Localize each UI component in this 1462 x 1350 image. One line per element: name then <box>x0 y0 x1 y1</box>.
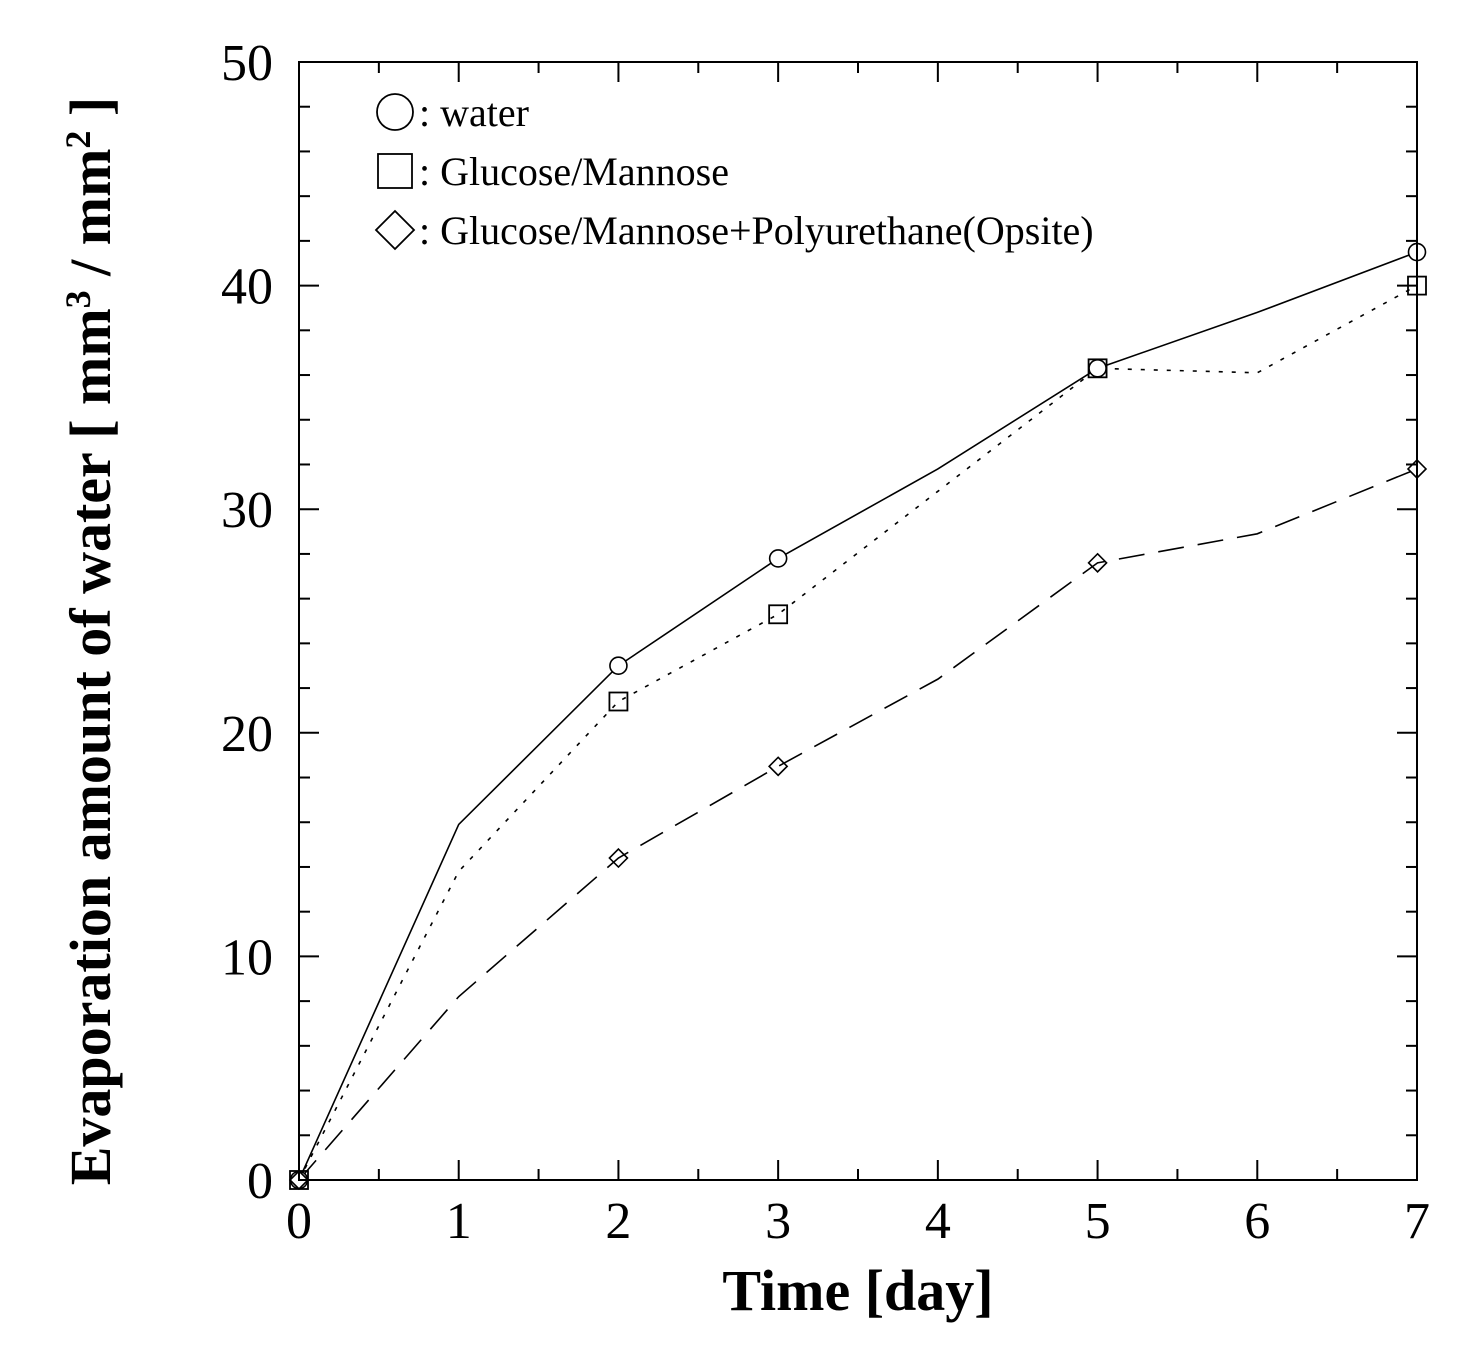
y-axis-title: Evaporation amount of water [ mm3 / mm2 … <box>58 97 123 1186</box>
series-markers <box>288 242 1428 1191</box>
y-axis-title-end: ] <box>58 97 123 131</box>
y-tick-label: 0 <box>247 1153 273 1210</box>
legend-circle-icon <box>376 93 414 131</box>
x-tick-label: 6 <box>1244 1193 1270 1250</box>
tick-marks <box>298 61 1418 1181</box>
x-tick-label: 2 <box>605 1193 631 1250</box>
legend-label-2: : Glucose/Mannose <box>419 149 729 194</box>
y-axis-title-mid: / mm <box>58 149 123 291</box>
data-point-circle <box>768 549 788 568</box>
data-point-circle <box>609 656 628 676</box>
series-lines <box>298 251 1418 1181</box>
y-tick-labels: 0 10 20 30 40 50 <box>221 35 273 1210</box>
data-point-diamond <box>608 847 629 869</box>
data-point-diamond <box>1087 552 1108 573</box>
y-axis-title-sup2: 2 <box>58 131 98 149</box>
series-line-2 <box>298 284 1418 1181</box>
x-tick-label: 3 <box>765 1193 791 1250</box>
x-tick-label: 4 <box>925 1193 951 1250</box>
data-point-square <box>608 691 629 712</box>
y-axis-title-main: Evaporation amount of water [ mm <box>58 308 123 1185</box>
data-point-diamond <box>768 756 789 777</box>
legend: : water : Glucose/Mannose : Glucose/Mannos… <box>374 90 1094 253</box>
x-axis-title: Time [day] <box>722 1258 993 1323</box>
x-tick-label: 5 <box>1085 1193 1111 1250</box>
x-tick-label: 1 <box>446 1193 472 1250</box>
legend-diamond-icon <box>374 209 416 251</box>
y-axis-title-sup1: 3 <box>58 290 98 308</box>
series-line-3 <box>298 468 1418 1181</box>
legend-square-icon <box>377 153 413 189</box>
x-tick-labels: 0 1 2 3 4 5 6 7 <box>286 1193 1430 1250</box>
data-point-square <box>768 604 789 625</box>
legend-label-3: : Glucose/Mannose+Polyurethane(Opsite) <box>419 208 1094 253</box>
data-point-circle <box>1088 359 1107 378</box>
y-tick-label: 20 <box>221 706 273 763</box>
y-tick-label: 50 <box>221 35 273 92</box>
data-point-diamond <box>288 1169 310 1191</box>
data-point-square <box>1087 358 1108 379</box>
series-line-1 <box>298 251 1418 1181</box>
y-tick-label: 30 <box>221 482 273 539</box>
y-tick-label: 10 <box>221 929 273 986</box>
y-tick-label: 40 <box>221 259 273 316</box>
legend-label-1: : water <box>419 90 529 135</box>
x-tick-label: 7 <box>1404 1193 1430 1250</box>
x-tick-label: 0 <box>286 1193 312 1250</box>
plot-frame <box>298 61 1418 1181</box>
